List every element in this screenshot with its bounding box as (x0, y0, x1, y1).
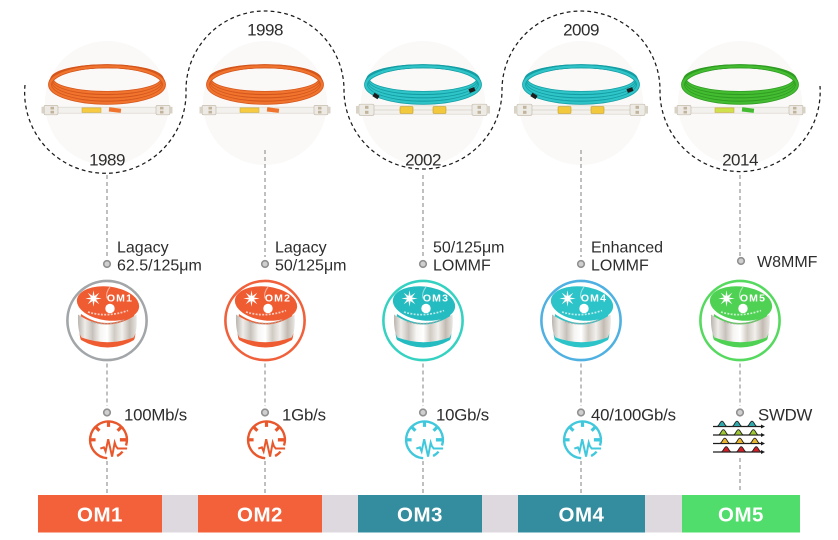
svg-text:OM4: OM4 (581, 293, 607, 305)
svg-text:OM5: OM5 (718, 504, 764, 527)
svg-text:OM3: OM3 (423, 293, 449, 305)
svg-text:W8MMF: W8MMF (757, 254, 818, 271)
svg-text:2014: 2014 (722, 151, 758, 170)
svg-text:OM3: OM3 (397, 504, 443, 527)
svg-text:1Gb/s: 1Gb/s (282, 406, 326, 425)
svg-text:OM4: OM4 (559, 504, 605, 527)
svg-text:LOMMF: LOMMF (591, 258, 649, 275)
svg-text:2009: 2009 (563, 20, 599, 39)
svg-text:LOMMF: LOMMF (433, 258, 491, 275)
svg-text:SWDW: SWDW (758, 406, 813, 425)
svg-text:OM1: OM1 (107, 293, 133, 305)
svg-text:62.5/125μm: 62.5/125μm (117, 258, 202, 275)
svg-text:1998: 1998 (247, 20, 283, 39)
svg-text:OM2: OM2 (237, 504, 283, 527)
svg-text:10Gb/s: 10Gb/s (436, 406, 489, 425)
svg-text:100Mb/s: 100Mb/s (124, 406, 187, 425)
svg-text:Lagacy: Lagacy (275, 240, 327, 257)
svg-text:OM2: OM2 (265, 293, 291, 305)
svg-text:50/125μm: 50/125μm (433, 240, 504, 257)
svg-text:Lagacy: Lagacy (117, 240, 169, 257)
svg-text:OM1: OM1 (77, 504, 123, 527)
svg-text:1989: 1989 (89, 151, 125, 170)
svg-text:2002: 2002 (405, 151, 441, 170)
svg-text:40/100Gb/s: 40/100Gb/s (591, 406, 676, 425)
svg-text:OM5: OM5 (740, 293, 766, 305)
svg-text:50/125μm: 50/125μm (275, 258, 346, 275)
svg-text:Enhanced: Enhanced (591, 240, 663, 257)
